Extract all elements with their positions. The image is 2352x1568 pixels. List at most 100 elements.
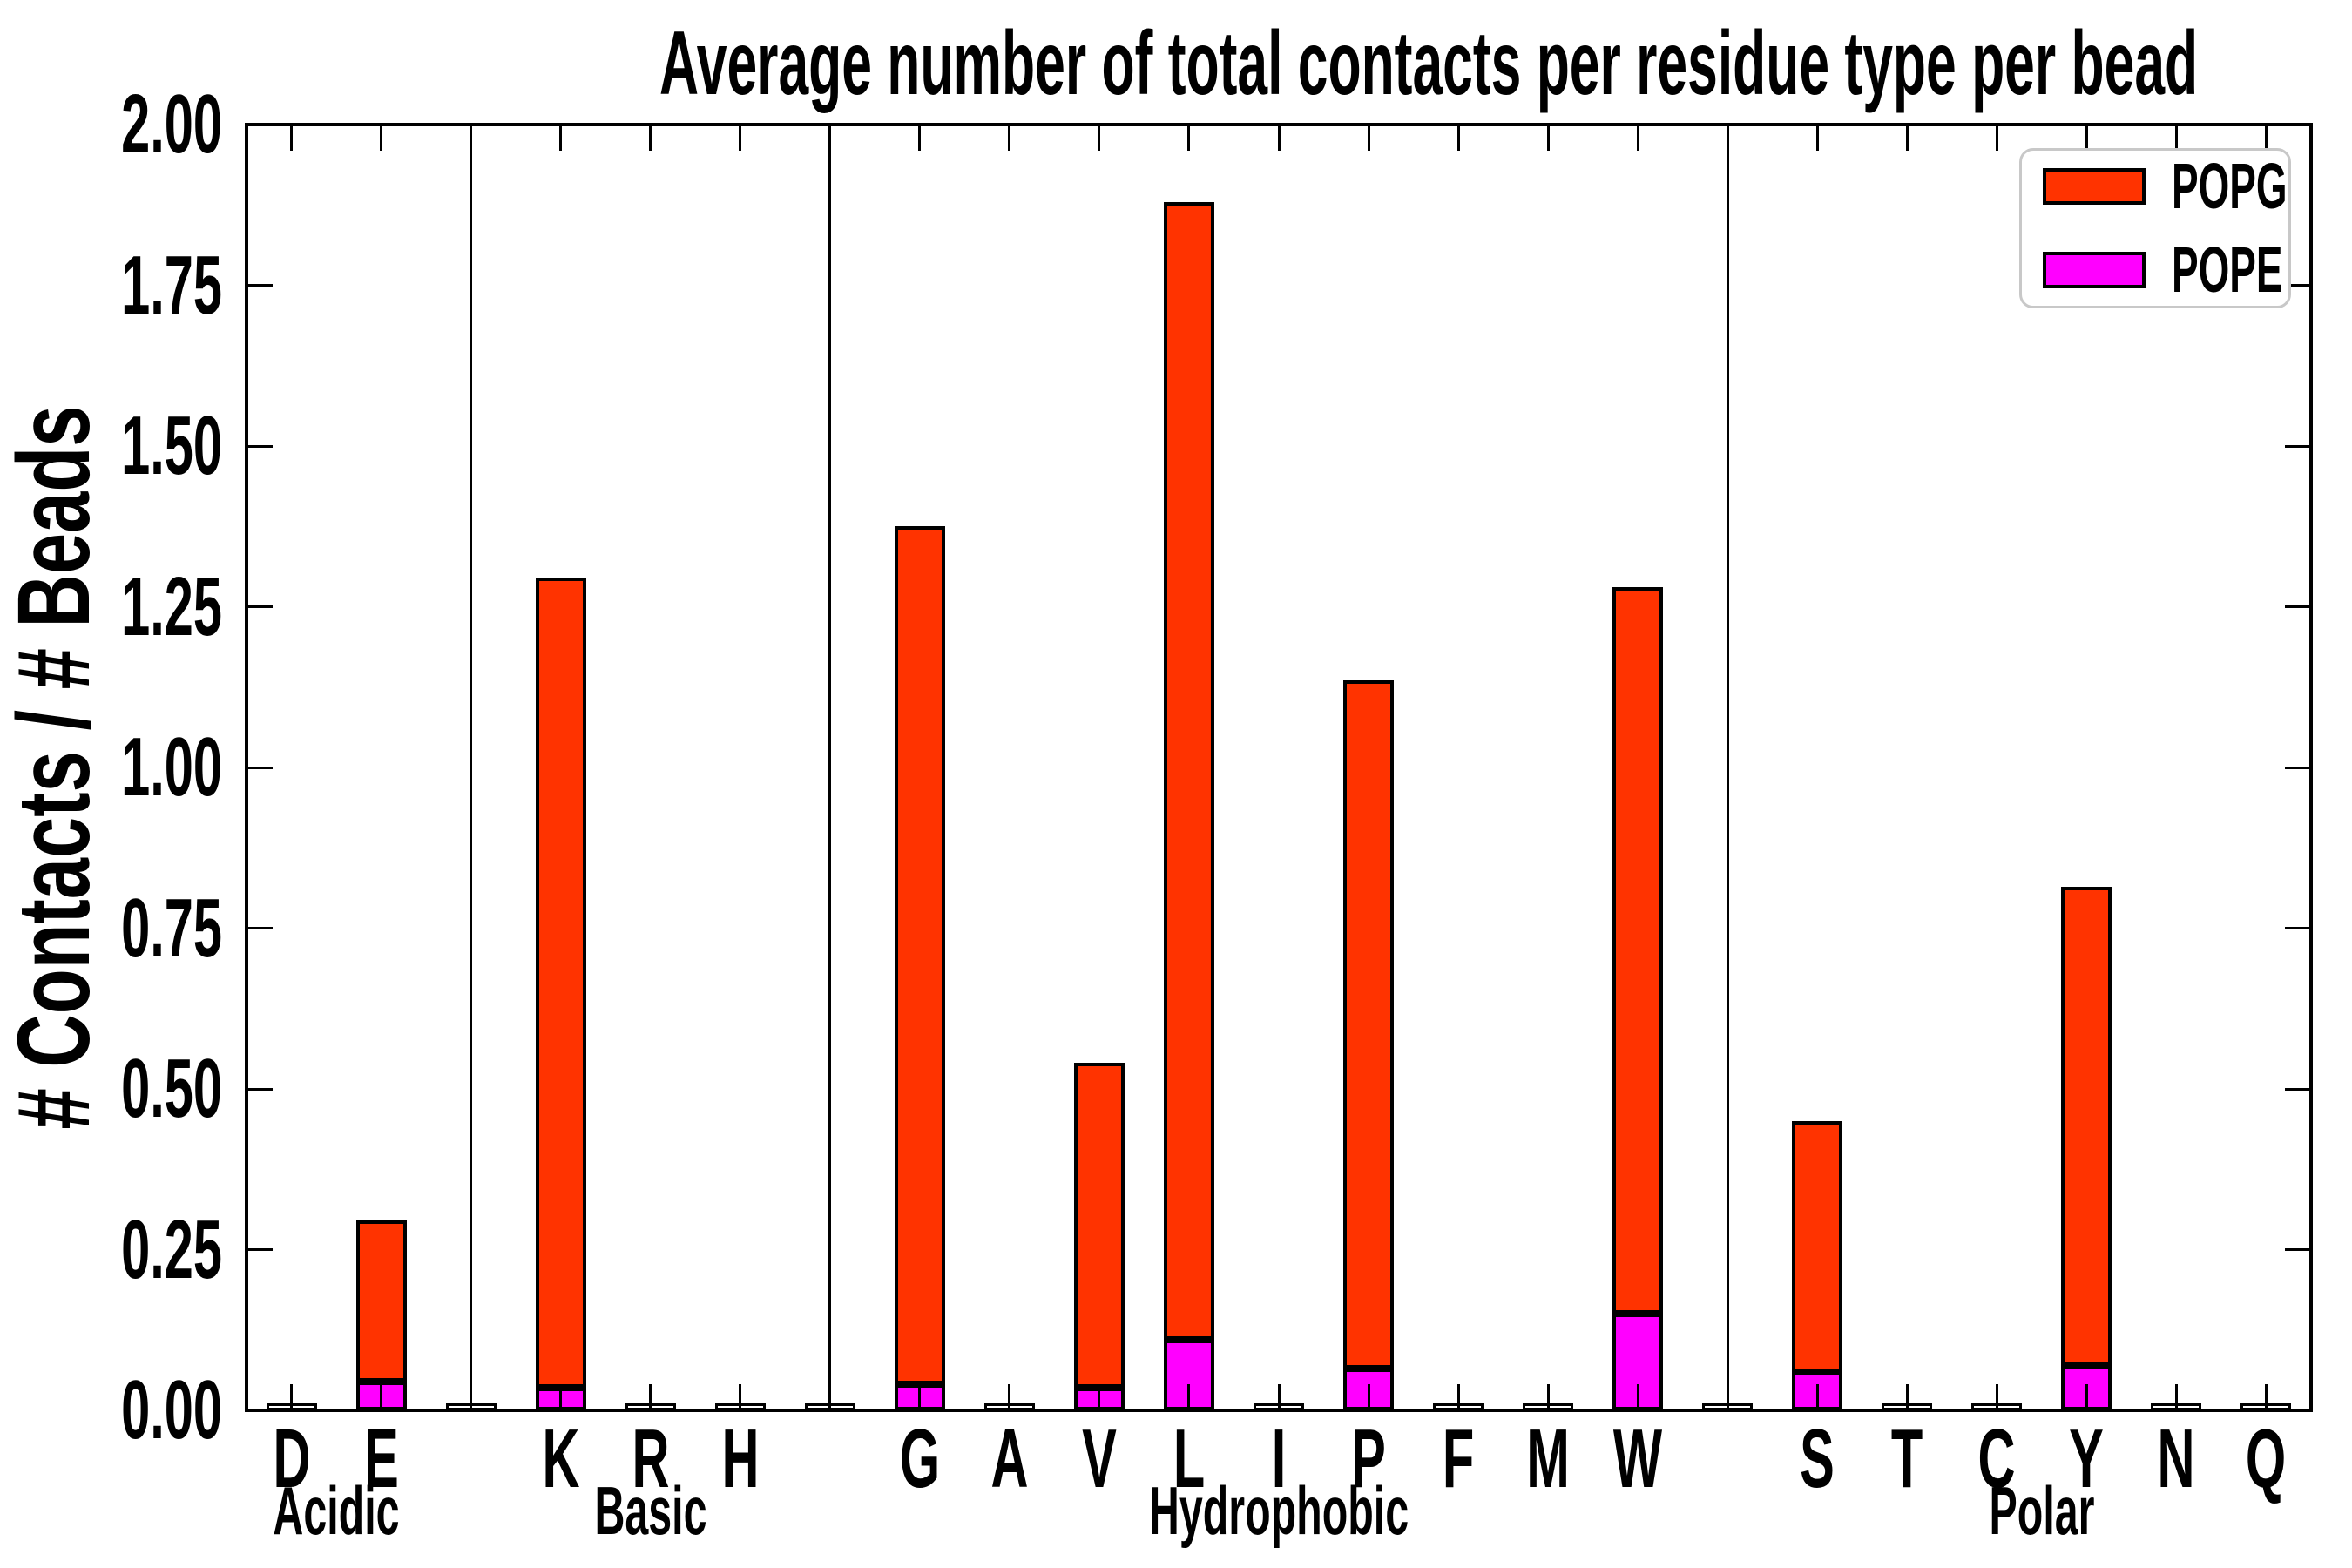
x-tick-top xyxy=(918,125,922,151)
x-tick-top xyxy=(1098,125,1101,151)
x-tick-bottom xyxy=(1008,1384,1011,1410)
x-tick-bottom xyxy=(1815,1384,1819,1410)
legend-swatch-POPE xyxy=(2043,252,2146,288)
x-tick-label-I: I xyxy=(1271,1412,1287,1505)
x-tick-bottom xyxy=(559,1384,563,1410)
x-tick-top xyxy=(649,125,652,151)
legend-row-POPE: POPE xyxy=(2043,238,2288,302)
x-tick-bottom xyxy=(2264,1384,2268,1410)
y-tick-label-1.00: 1.00 xyxy=(121,720,222,814)
x-tick-top xyxy=(2085,125,2088,151)
x-tick-bottom xyxy=(2085,1384,2088,1410)
bar-popg-V xyxy=(1073,1063,1125,1389)
x-tick-top xyxy=(1815,125,1819,151)
y-tick-left xyxy=(247,927,273,929)
x-tick-bottom xyxy=(1546,1384,1550,1410)
x-tick-label-D: D xyxy=(273,1412,311,1505)
x-tick-bottom xyxy=(918,1384,922,1410)
x-tick-bottom xyxy=(1726,1384,1729,1410)
x-tick-top xyxy=(1995,125,1998,151)
y-tick-right xyxy=(2285,927,2311,929)
x-tick-label-L: L xyxy=(1173,1412,1206,1505)
x-tick-label-R: R xyxy=(632,1412,670,1505)
x-tick-bottom xyxy=(1995,1384,1998,1410)
x-tick-label-K: K xyxy=(542,1412,580,1505)
y-tick-left xyxy=(247,1087,273,1091)
x-tick-bottom xyxy=(1277,1384,1281,1410)
x-tick-top xyxy=(739,125,742,151)
x-tick-top xyxy=(1008,125,1011,151)
x-tick-top xyxy=(2264,125,2268,151)
y-tick-right xyxy=(2285,605,2311,608)
x-tick-top xyxy=(1187,125,1191,151)
x-tick-bottom xyxy=(290,1384,294,1410)
legend-label-POPG: POPG xyxy=(2172,150,2288,222)
bar-popg-P xyxy=(1343,680,1395,1369)
x-tick-label-Y: Y xyxy=(2069,1412,2105,1505)
x-tick-bottom xyxy=(1367,1384,1370,1410)
y-tick-right xyxy=(2285,766,2311,769)
x-tick-top xyxy=(1367,125,1370,151)
x-tick-top xyxy=(1636,125,1639,151)
x-tick-top xyxy=(1726,125,1729,151)
x-tick-label-E: E xyxy=(363,1412,399,1505)
y-tick-label-1.25: 1.25 xyxy=(121,559,222,653)
y-tick-right xyxy=(2285,284,2311,287)
group-divider xyxy=(470,125,473,1410)
x-tick-top xyxy=(470,125,473,151)
x-tick-bottom xyxy=(1456,1384,1460,1410)
x-tick-label-F: F xyxy=(1442,1412,1475,1505)
x-tick-bottom xyxy=(828,1384,832,1410)
x-tick-bottom xyxy=(1905,1384,1909,1410)
x-tick-label-W: W xyxy=(1613,1412,1663,1505)
bar-popg-Y xyxy=(2061,886,2112,1366)
x-tick-top xyxy=(2174,125,2178,151)
x-tick-top xyxy=(559,125,563,151)
x-tick-bottom xyxy=(739,1384,742,1410)
x-tick-top xyxy=(290,125,294,151)
bar-popg-E xyxy=(355,1220,407,1382)
group-label-Acidic: Acidic xyxy=(273,1472,400,1549)
group-label-Polar: Polar xyxy=(1989,1472,2095,1549)
group-divider xyxy=(828,125,832,1410)
x-tick-label-S: S xyxy=(1800,1412,1835,1505)
x-tick-bottom xyxy=(380,1384,383,1410)
x-tick-bottom xyxy=(470,1384,473,1410)
bar-popg-K xyxy=(535,578,586,1389)
y-tick-label-0.25: 0.25 xyxy=(121,1202,222,1296)
x-tick-top xyxy=(380,125,383,151)
y-tick-left xyxy=(247,444,273,448)
x-tick-label-Q: Q xyxy=(2246,1412,2287,1505)
y-tick-label-0.75: 0.75 xyxy=(121,881,222,975)
x-tick-label-T: T xyxy=(1891,1412,1923,1505)
y-tick-right xyxy=(2285,1248,2311,1251)
y-tick-left xyxy=(247,1248,273,1251)
y-tick-label-0.00: 0.00 xyxy=(121,1363,222,1456)
x-tick-label-H: H xyxy=(721,1412,760,1505)
y-tick-right xyxy=(2285,1087,2311,1091)
x-tick-label-N: N xyxy=(2157,1412,2195,1505)
y-tick-left xyxy=(247,605,273,608)
bar-popg-S xyxy=(1792,1120,1843,1372)
bar-popg-L xyxy=(1163,201,1214,1340)
bar-popg-W xyxy=(1612,587,1664,1315)
x-tick-bottom xyxy=(1098,1384,1101,1410)
x-tick-top xyxy=(828,125,832,151)
legend-box: POPG POPE xyxy=(2019,148,2291,308)
y-tick-label-0.50: 0.50 xyxy=(121,1042,222,1135)
x-tick-label-M: M xyxy=(1526,1412,1570,1505)
y-tick-label-1.75: 1.75 xyxy=(121,238,222,332)
x-tick-top xyxy=(1546,125,1550,151)
x-tick-top xyxy=(1277,125,1281,151)
x-tick-top xyxy=(1905,125,1909,151)
bar-popg-G xyxy=(894,526,945,1385)
group-label-Hydrophobic: Hydrophobic xyxy=(1148,1472,1409,1549)
y-tick-right xyxy=(2285,444,2311,448)
x-tick-label-A: A xyxy=(990,1412,1029,1505)
x-tick-label-V: V xyxy=(1082,1412,1117,1505)
legend-swatch-POPG xyxy=(2043,168,2146,205)
x-tick-bottom xyxy=(2174,1384,2178,1410)
y-tick-left xyxy=(247,284,273,287)
